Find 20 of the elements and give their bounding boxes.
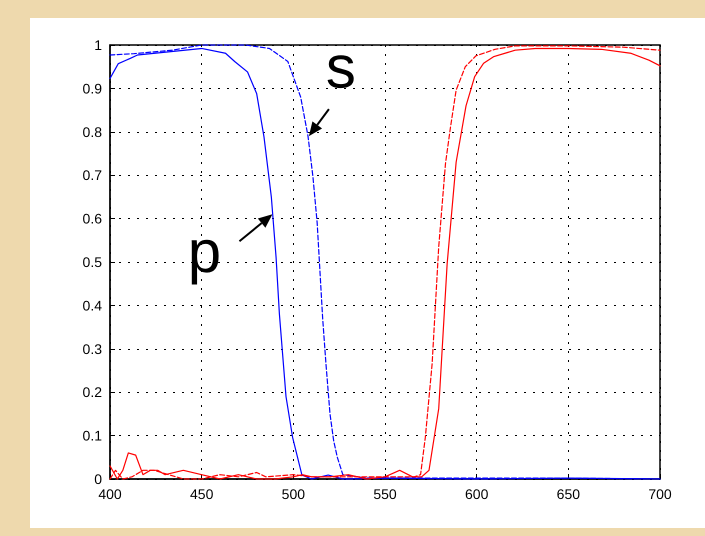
y-tick-label: 0.3: [82, 340, 102, 357]
x-tick-label: 400: [98, 486, 122, 502]
y-tick-label: 0.5: [82, 254, 102, 270]
x-tick-label: 500: [282, 486, 306, 502]
y-tick-label: 0.8: [82, 124, 102, 140]
y-tick-label: 0: [94, 471, 102, 487]
y-tick-label: 0.6: [82, 210, 102, 227]
x-tick-label: 450: [190, 486, 214, 502]
y-tick-label: 0.9: [82, 80, 102, 96]
x-tick-label: 550: [373, 486, 397, 502]
y-tick-label: 1: [94, 37, 102, 53]
y-tick-label: 0.1: [82, 428, 102, 444]
y-tick-label: 0.2: [82, 384, 102, 400]
y-tick-label: 0.4: [82, 297, 102, 314]
annotation: s: [326, 34, 356, 101]
x-tick-label: 600: [464, 486, 489, 502]
y-tick-label: 0.7: [82, 167, 102, 184]
x-tick-label: 650: [556, 486, 580, 502]
annotation: p: [188, 218, 222, 285]
x-tick-label: 700: [648, 486, 672, 502]
